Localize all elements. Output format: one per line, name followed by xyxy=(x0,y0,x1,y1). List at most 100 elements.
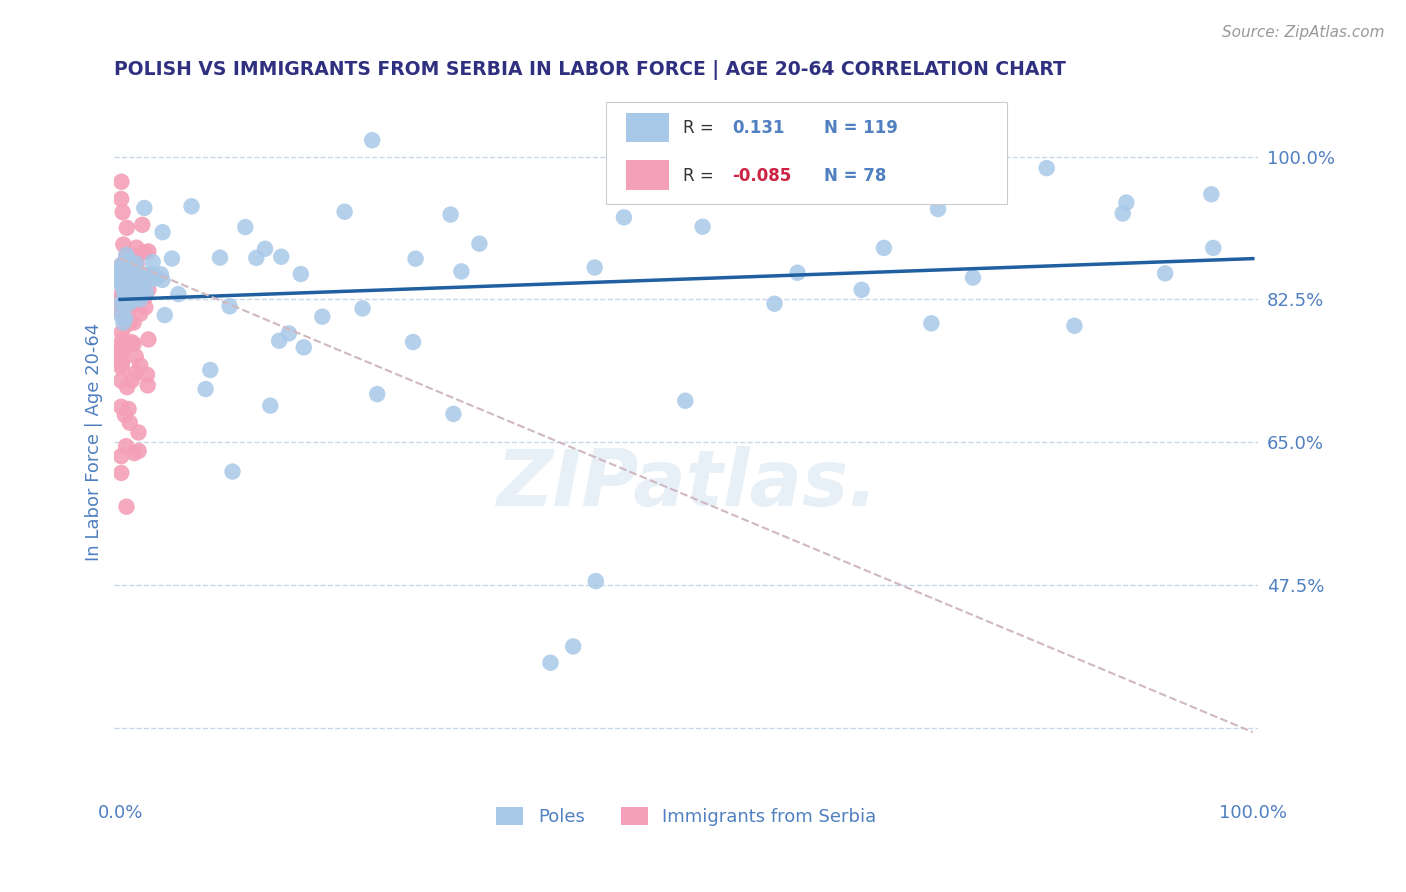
Point xyxy=(218,299,240,313)
Point xyxy=(117,259,139,273)
Point xyxy=(118,284,141,298)
Point xyxy=(1035,161,1057,175)
Point xyxy=(233,220,256,235)
Point xyxy=(110,258,132,272)
Point xyxy=(110,265,132,279)
Point xyxy=(153,308,176,322)
Point xyxy=(125,350,148,364)
Point xyxy=(121,260,143,275)
Point xyxy=(208,251,231,265)
Point xyxy=(118,416,141,430)
Point xyxy=(254,242,277,256)
Point xyxy=(128,425,150,440)
Point xyxy=(450,264,472,278)
Text: ZIPatlas.: ZIPatlas. xyxy=(495,446,877,523)
Point xyxy=(111,257,134,271)
Point xyxy=(142,255,165,269)
Point xyxy=(111,268,134,283)
Point xyxy=(125,257,148,271)
Point xyxy=(134,201,156,215)
Point xyxy=(110,293,132,308)
Point xyxy=(118,293,141,307)
Point xyxy=(134,290,156,304)
Point xyxy=(115,248,138,262)
Point xyxy=(110,400,132,414)
Point xyxy=(562,640,585,654)
Point xyxy=(114,285,136,300)
Point xyxy=(613,211,636,225)
Point xyxy=(138,333,160,347)
Point xyxy=(468,236,491,251)
Point xyxy=(114,311,136,326)
Point xyxy=(110,449,132,463)
Point xyxy=(125,256,148,270)
Point xyxy=(962,270,984,285)
Point xyxy=(692,219,714,234)
Point xyxy=(112,275,135,289)
Point xyxy=(115,282,138,296)
Point xyxy=(1201,187,1223,202)
Point xyxy=(115,279,138,293)
Point xyxy=(117,281,139,295)
Point xyxy=(149,267,172,281)
Point xyxy=(114,285,136,300)
Point xyxy=(290,267,312,281)
Point xyxy=(110,287,132,301)
Point xyxy=(873,241,896,255)
Point xyxy=(117,276,139,290)
Point xyxy=(124,446,146,460)
Point xyxy=(111,297,134,311)
Point xyxy=(111,205,134,219)
Point xyxy=(122,337,145,351)
Point xyxy=(136,368,159,382)
Point xyxy=(585,574,607,588)
Point xyxy=(112,237,135,252)
Point xyxy=(111,360,134,375)
Point xyxy=(167,287,190,301)
Point xyxy=(141,272,163,286)
Point xyxy=(1063,318,1085,333)
Point xyxy=(114,341,136,355)
Point xyxy=(124,289,146,303)
Point xyxy=(117,284,139,298)
Point xyxy=(125,249,148,263)
Point xyxy=(110,466,132,480)
Point xyxy=(115,248,138,262)
Point xyxy=(110,358,132,372)
Point xyxy=(110,308,132,322)
Point xyxy=(405,252,427,266)
Text: POLISH VS IMMIGRANTS FROM SERBIA IN LABOR FORCE | AGE 20-64 CORRELATION CHART: POLISH VS IMMIGRANTS FROM SERBIA IN LABO… xyxy=(114,60,1066,79)
Point xyxy=(110,296,132,310)
Point xyxy=(120,267,142,281)
Point xyxy=(111,326,134,340)
Point xyxy=(136,378,159,392)
Point xyxy=(114,408,136,422)
Point xyxy=(114,283,136,297)
Point xyxy=(110,277,132,291)
Point xyxy=(110,275,132,289)
FancyBboxPatch shape xyxy=(606,102,1007,203)
Point xyxy=(333,204,356,219)
Point xyxy=(124,284,146,298)
Point xyxy=(352,301,374,316)
Point xyxy=(127,270,149,285)
Point xyxy=(135,285,157,300)
Point xyxy=(987,150,1010,164)
Point xyxy=(673,393,696,408)
Point xyxy=(127,283,149,297)
Legend: Poles, Immigrants from Serbia: Poles, Immigrants from Serbia xyxy=(489,799,884,833)
Point xyxy=(115,439,138,453)
Point xyxy=(118,315,141,329)
Point xyxy=(112,258,135,272)
Point xyxy=(121,335,143,350)
Text: R =: R = xyxy=(683,167,714,185)
Point xyxy=(180,199,202,213)
Point xyxy=(112,298,135,312)
Point xyxy=(200,363,222,377)
Point xyxy=(122,287,145,301)
Point xyxy=(115,306,138,320)
Point xyxy=(120,287,142,301)
Point xyxy=(131,284,153,298)
Point xyxy=(245,251,267,265)
Point xyxy=(583,260,606,275)
